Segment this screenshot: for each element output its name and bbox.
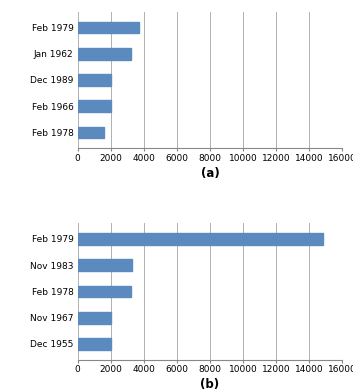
X-axis label: (a): (a) — [201, 167, 220, 180]
Bar — [78, 100, 111, 112]
Bar — [78, 22, 139, 33]
X-axis label: (b): (b) — [201, 378, 220, 391]
Bar — [78, 259, 132, 271]
Bar — [78, 127, 104, 138]
Bar — [78, 48, 131, 59]
Bar — [78, 74, 111, 86]
Bar — [78, 338, 111, 350]
Bar — [78, 285, 131, 298]
Bar — [78, 233, 323, 245]
Bar — [78, 312, 111, 324]
